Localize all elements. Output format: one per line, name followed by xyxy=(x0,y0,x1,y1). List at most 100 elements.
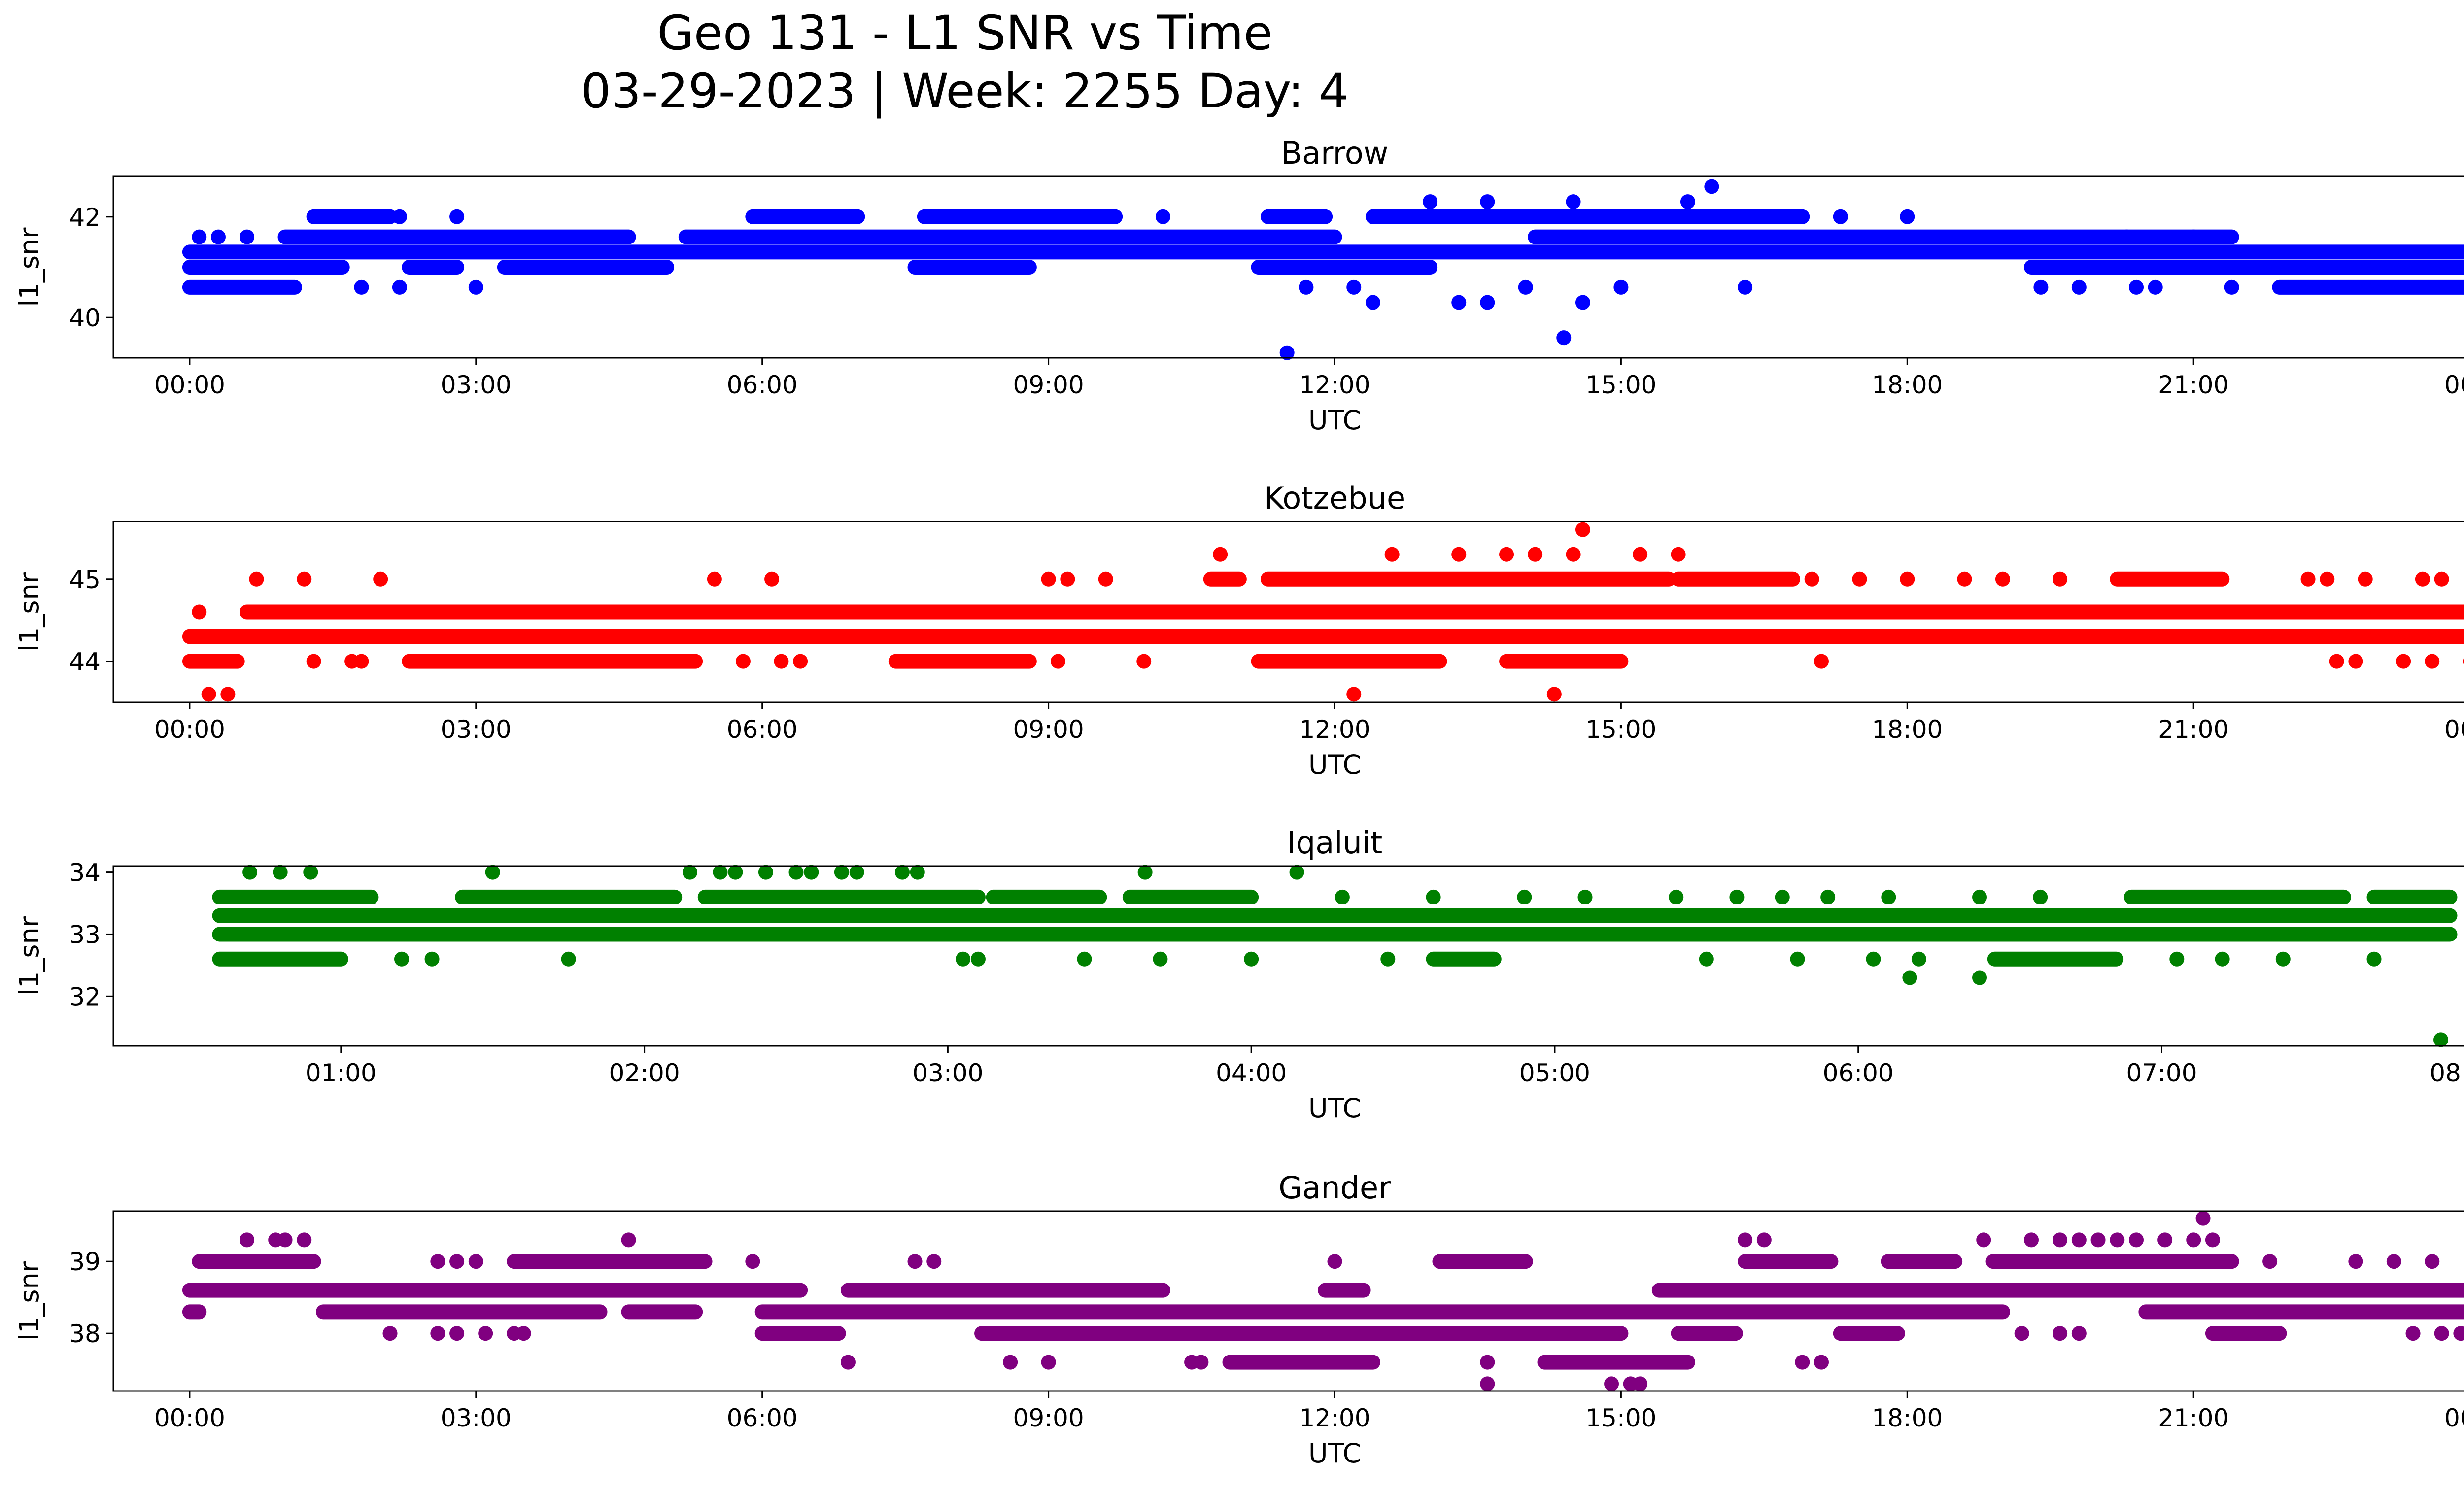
gander-point-33 xyxy=(478,1326,493,1341)
kotzebue-point-band-3-0 xyxy=(1203,571,1247,587)
iqaluit-x-tick-label-1: 02:00 xyxy=(609,1059,680,1087)
gander-point-band-2-4 xyxy=(2205,1326,2287,1341)
kotzebue-point-46 xyxy=(354,654,369,669)
kotzebue-point-7 xyxy=(1633,547,1648,562)
barrow-x-tick-label-8: 00:00 xyxy=(2444,371,2464,399)
iqaluit-point-40 xyxy=(1669,889,1684,904)
kotzebue-point-5 xyxy=(1528,547,1543,562)
gander-point-41 xyxy=(2453,1326,2464,1341)
gander-point-48 xyxy=(1327,1254,1342,1269)
iqaluit-point-19 xyxy=(394,951,409,967)
iqaluit-x-tick-label-3: 04:00 xyxy=(1216,1059,1287,1087)
gander-point-band-3-4 xyxy=(1881,1254,1963,1269)
gander-point-19 xyxy=(1604,1376,1619,1391)
figure-title-line2: 03-29-2023 | Week: 2255 Day: 4 xyxy=(581,64,1349,119)
kotzebue-x-axis-label: UTC xyxy=(1308,749,1361,780)
panel-iqaluit: Iqaluit 01:00 02:00 03:00 04:00 05:00 06:00 07:… xyxy=(14,825,2464,1124)
kotzebue-point-10 xyxy=(297,571,312,587)
barrow-point-16 xyxy=(1900,209,1915,224)
gander-point-7 xyxy=(1756,1232,1772,1248)
gander-point-45 xyxy=(745,1254,760,1269)
kotzebue-point-band-3-2 xyxy=(1671,571,1800,587)
gander-point-band-2-3 xyxy=(1833,1326,1905,1341)
kotzebue-point-0 xyxy=(1575,522,1590,537)
iqaluit-point-25 xyxy=(1153,951,1168,967)
gander-point-43 xyxy=(449,1254,465,1269)
iqaluit-point-33 xyxy=(2215,951,2230,967)
kotzebue-point-band-0-0 xyxy=(182,629,2464,644)
gander-x-tick-label-4: 12:00 xyxy=(1299,1404,1370,1432)
iqaluit-point-5 xyxy=(303,865,318,880)
iqaluit-point-39 xyxy=(1577,889,1593,904)
iqaluit-point-band-3-2 xyxy=(1987,951,2124,967)
barrow-point-19 xyxy=(240,229,255,244)
iqaluit-point-2 xyxy=(1972,970,1987,985)
gander-point-band-2-2 xyxy=(1671,1326,1743,1341)
kotzebue-point-16 xyxy=(1098,571,1113,587)
iqaluit-y-tick-label-1: 33 xyxy=(69,920,101,949)
iqaluit-point-27 xyxy=(1380,951,1396,967)
gander-x-tick-label-8: 00:00 xyxy=(2444,1404,2464,1432)
gander-point-37 xyxy=(2053,1326,2068,1341)
kotzebue-point-11 xyxy=(373,571,388,587)
kotzebue-x-tick-label-0: 00:00 xyxy=(154,715,225,744)
kotzebue-point-27 xyxy=(2434,571,2449,587)
gander-point-46 xyxy=(907,1254,923,1269)
gander-point-40 xyxy=(2434,1326,2449,1341)
gander-point-6 xyxy=(1738,1232,1753,1248)
iqaluit-point-31 xyxy=(1911,951,1926,967)
iqaluit-x-tick-label-6: 07:00 xyxy=(2126,1059,2197,1087)
kotzebue-point-13 xyxy=(764,571,780,587)
gander-point-12 xyxy=(2090,1232,2106,1248)
iqaluit-point-band-0-0 xyxy=(212,908,2458,923)
barrow-y-axis-label: l1_snr xyxy=(14,227,45,307)
gander-y-tick-label-0: 38 xyxy=(69,1320,101,1348)
gander-point-band-3-5 xyxy=(1985,1254,2239,1269)
gander-point-band-4-1 xyxy=(1537,1355,1695,1370)
gander-point-27 xyxy=(1480,1355,1495,1370)
iqaluit-point-band-2-5 xyxy=(2123,889,2351,904)
gander-point-band-0-2 xyxy=(1318,1283,1371,1298)
barrow-x-axis-label: UTC xyxy=(1308,405,1361,436)
gander-point-band-3-3 xyxy=(1738,1254,1839,1269)
iqaluit-point-7 xyxy=(682,865,697,880)
kotzebue-point-30 xyxy=(201,687,216,702)
iqaluit-plot-frame xyxy=(112,865,2464,1047)
kotzebue-point-4 xyxy=(1499,547,1514,562)
barrow-point-33 xyxy=(1518,279,1533,295)
barrow-x-tick-label-1: 03:00 xyxy=(441,371,512,399)
barrow-point-band-1-0 xyxy=(182,260,350,275)
iqaluit-point-band-2-4 xyxy=(1122,889,1259,904)
gander-x-tick-label-6: 18:00 xyxy=(1872,1404,1943,1432)
iqaluit-point-38 xyxy=(1517,889,1532,904)
gander-point-11 xyxy=(2071,1232,2087,1248)
iqaluit-point-35 xyxy=(2366,951,2382,967)
kotzebue-point-band-2-4 xyxy=(1499,654,1629,669)
kotzebue-point-29 xyxy=(220,687,236,702)
kotzebue-x-tick-label-1: 03:00 xyxy=(441,715,512,744)
gander-point-29 xyxy=(1814,1355,1829,1370)
barrow-y-tick-label-0: 40 xyxy=(69,304,101,332)
iqaluit-point-3 xyxy=(242,865,258,880)
iqaluit-point-16 xyxy=(910,865,925,880)
figure-title-line1: Geo 131 - L1 SNR vs Time xyxy=(657,5,1273,61)
kotzebue-x-tick-label-6: 18:00 xyxy=(1872,715,1943,744)
iqaluit-point-15 xyxy=(895,865,910,880)
iqaluit-point-41 xyxy=(1729,889,1745,904)
kotzebue-point-3 xyxy=(1451,547,1467,562)
barrow-point-14 xyxy=(1155,209,1170,224)
gander-point-36 xyxy=(2014,1326,2029,1341)
gander-point-band-0-1 xyxy=(840,1283,1170,1298)
iqaluit-point-26 xyxy=(1244,951,1259,967)
gander-y-axis-label: l1_snr xyxy=(14,1261,45,1341)
barrow-point-band-1-4 xyxy=(1251,260,1438,275)
iqaluit-point-24 xyxy=(1077,951,1092,967)
iqaluit-point-10 xyxy=(758,865,773,880)
kotzebue-x-tick-label-5: 15:00 xyxy=(1585,715,1656,744)
iqaluit-point-22 xyxy=(956,951,971,967)
iqaluit-point-37 xyxy=(1426,889,1441,904)
barrow-point-band-4-2 xyxy=(917,209,1123,224)
barrow-title: Barrow xyxy=(1281,135,1389,171)
kotzebue-point-band-3-1 xyxy=(1260,571,1677,587)
iqaluit-point-44 xyxy=(1881,889,1896,904)
